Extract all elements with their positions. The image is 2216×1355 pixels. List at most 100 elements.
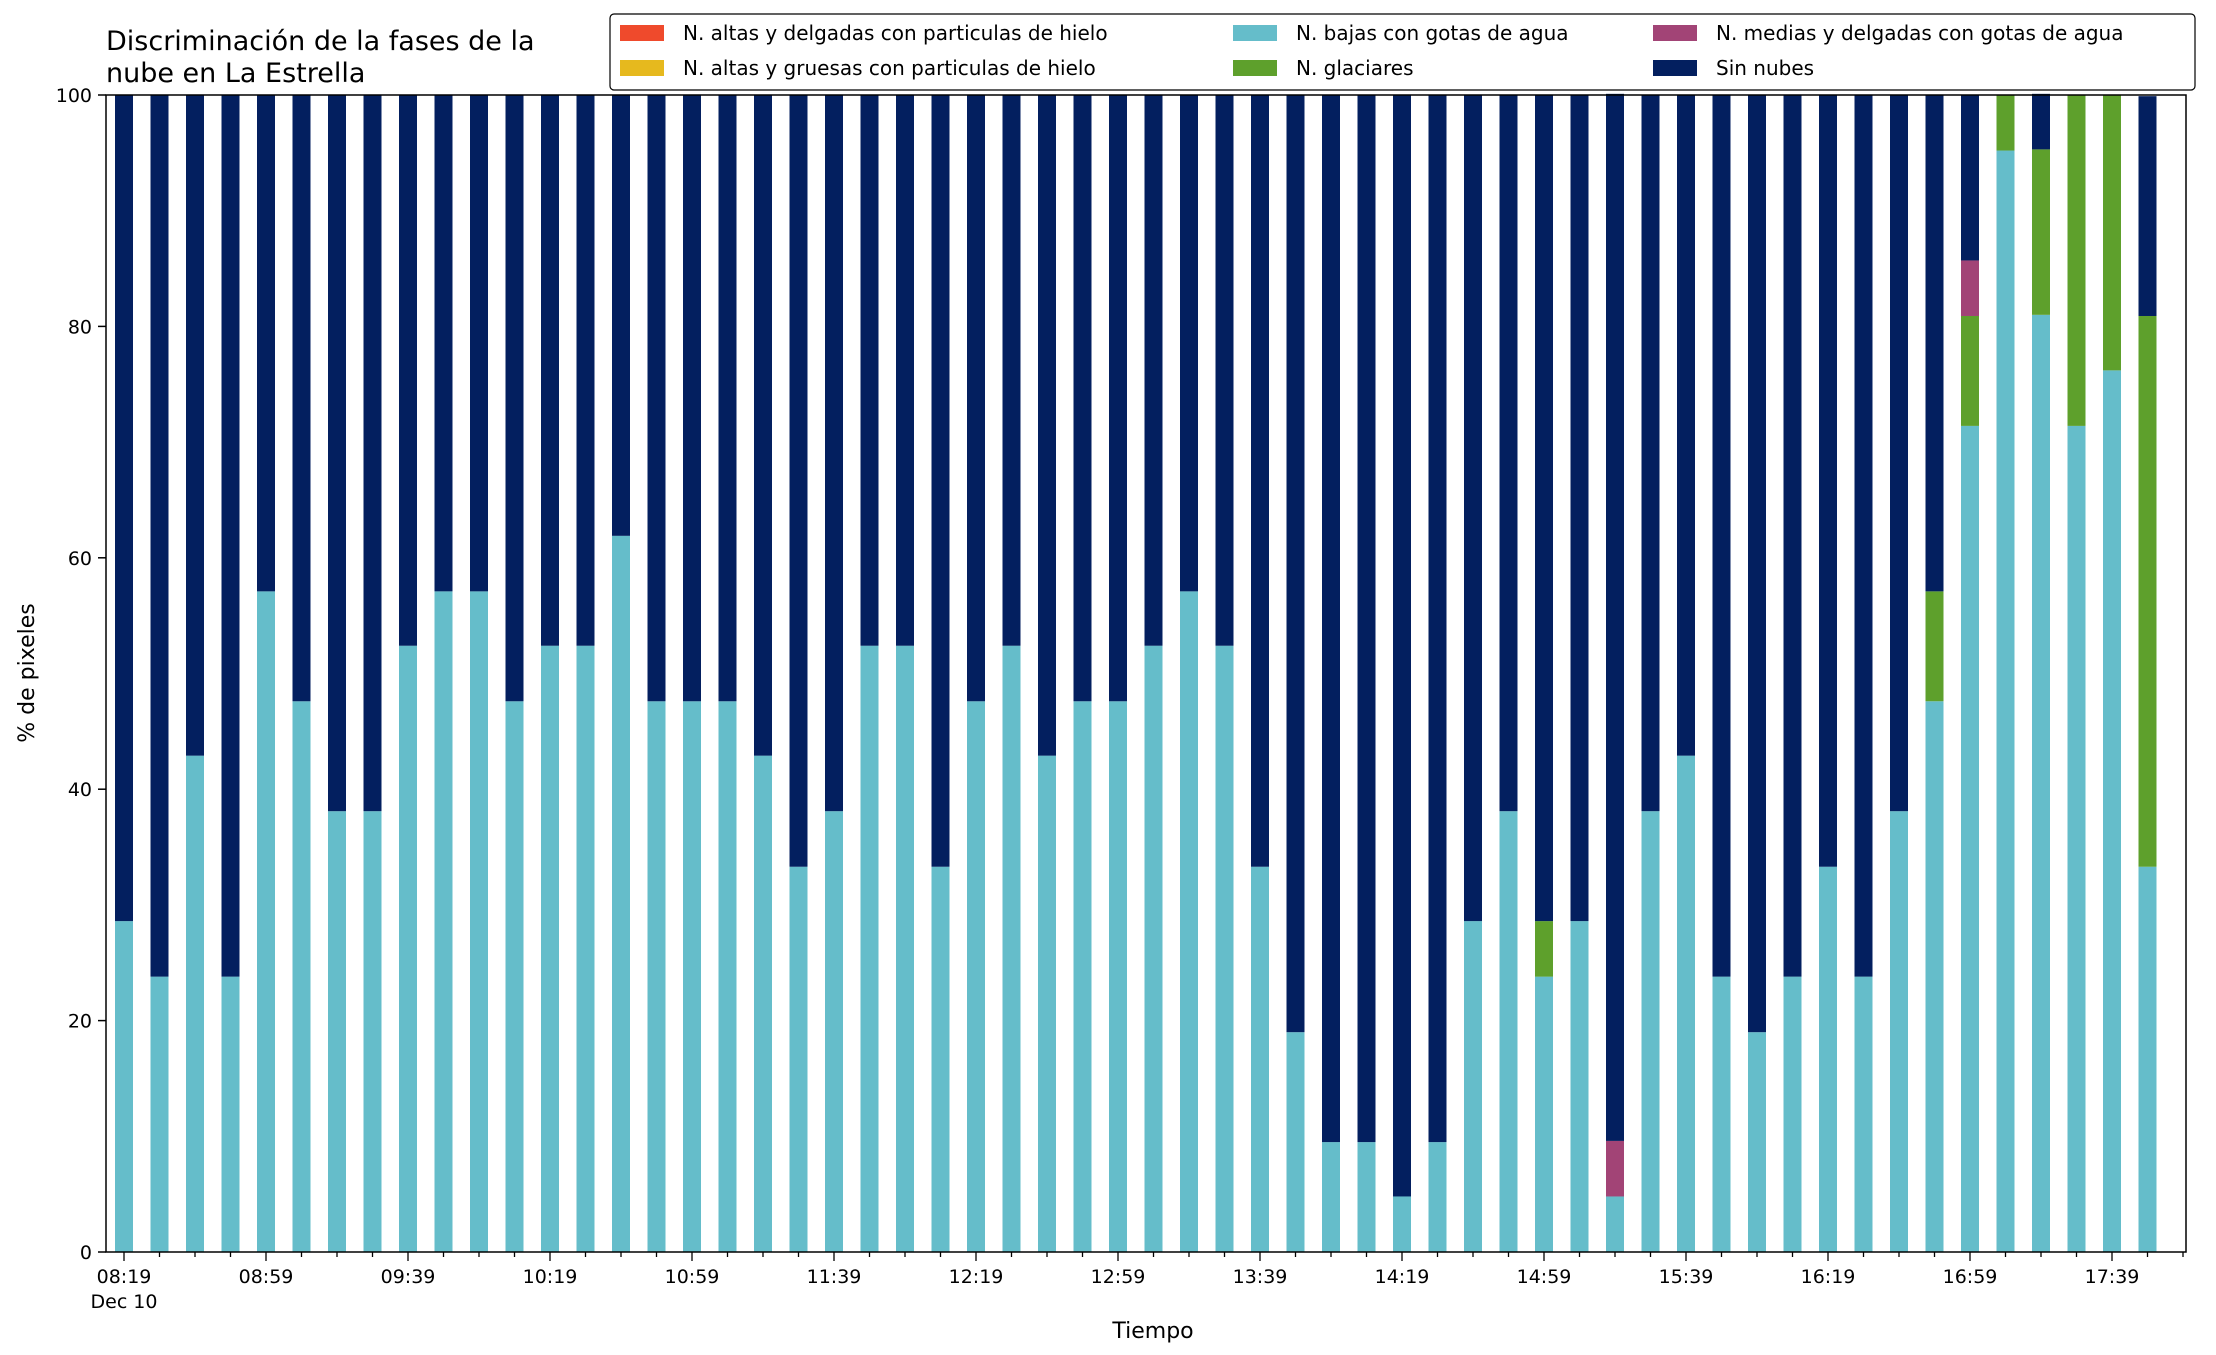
bar-segment-5-27 — [1073, 95, 1092, 702]
bar-segment-5-33 — [1286, 95, 1305, 1033]
bar-segment-5-13 — [576, 95, 595, 646]
bar-segment-5-11 — [505, 95, 524, 702]
bar-segment-2-8 — [399, 645, 417, 1252]
bar-segment-5-45 — [1712, 95, 1731, 977]
bar-segment-2-35 — [1357, 1142, 1376, 1252]
bar-segment-3-51 — [1925, 591, 1944, 702]
legend-label: N. altas y gruesas con particulas de hie… — [683, 56, 1096, 80]
bar-segment-3-52 — [1961, 315, 1979, 426]
bar-segment-2-19 — [789, 866, 808, 1252]
bar-segment-5-31 — [1215, 95, 1234, 646]
bars-layer — [115, 93, 2157, 1253]
bar-segment-2-24 — [967, 701, 985, 1252]
bar-segment-5-6 — [328, 95, 346, 812]
bar-segment-2-10 — [470, 591, 488, 1252]
bar-segment-2-9 — [434, 591, 453, 1252]
y-tick-label: 20 — [68, 1011, 92, 1033]
bar-segment-5-5 — [292, 95, 311, 702]
bar-segment-2-6 — [328, 811, 346, 1252]
legend-swatch — [620, 25, 664, 41]
bar-segment-3-40 — [1535, 921, 1553, 977]
bar-segment-5-30 — [1180, 95, 1198, 592]
legend-swatch — [1233, 25, 1277, 41]
bar-segment-2-41 — [1570, 921, 1589, 1252]
bar-segment-2-47 — [1783, 976, 1802, 1252]
x-tick-label: 08:59 — [239, 1266, 294, 1288]
bar-segment-2-3 — [221, 976, 240, 1252]
bar-segment-5-10 — [470, 95, 488, 592]
bar-segment-2-38 — [1464, 921, 1482, 1252]
bar-segment-5-15 — [647, 95, 666, 702]
bar-segment-2-55 — [2067, 425, 2086, 1252]
bar-segment-2-0 — [115, 921, 133, 1252]
bar-segment-5-57 — [2138, 96, 2157, 316]
bar-segment-3-54 — [2032, 149, 2050, 315]
bar-segment-2-37 — [1428, 1142, 1447, 1252]
x-axis: 08:19 08:59 09:39 10:19 10:59 11:39 12:19 12:59… — [91, 1252, 2184, 1313]
x-tick-label: 16:19 — [1801, 1266, 1856, 1288]
bar-segment-2-23 — [931, 866, 950, 1252]
x-tick-label: 14:19 — [1375, 1266, 1430, 1288]
bar-segment-2-14 — [612, 535, 630, 1252]
bar-segment-5-20 — [825, 95, 843, 812]
bar-segment-5-9 — [434, 95, 453, 592]
bar-segment-2-29 — [1144, 645, 1163, 1252]
bar-segment-2-2 — [186, 755, 204, 1252]
x-tick-label: 16:59 — [1943, 1266, 1998, 1288]
bar-segment-2-56 — [2103, 370, 2121, 1252]
bar-segment-5-41 — [1570, 95, 1589, 922]
bar-segment-5-19 — [789, 95, 808, 867]
x-tick-label: 12:59 — [1091, 1266, 1146, 1288]
bar-segment-2-44 — [1677, 755, 1695, 1252]
x-tick-label: 10:59 — [665, 1266, 720, 1288]
bar-segment-2-18 — [754, 755, 772, 1252]
bar-segment-2-21 — [860, 645, 879, 1252]
bar-segment-5-26 — [1038, 95, 1056, 756]
chart-title-line-2: nube en La Estrella — [106, 58, 365, 89]
bar-segment-2-50 — [1890, 811, 1908, 1252]
legend-label: N. altas y delgadas con particulas de hi… — [683, 21, 1108, 45]
legend-label: N. glaciares — [1296, 56, 1414, 80]
bar-segment-5-25 — [1002, 95, 1021, 646]
y-tick-label: 100 — [56, 85, 92, 107]
bar-segment-3-55 — [2067, 95, 2086, 426]
y-tick-label: 0 — [80, 1242, 92, 1264]
bar-segment-5-21 — [860, 95, 879, 646]
bar-segment-2-1 — [150, 976, 169, 1252]
bar-segment-5-8 — [399, 95, 417, 646]
bar-segment-2-39 — [1499, 811, 1518, 1252]
bar-segment-5-49 — [1854, 95, 1873, 977]
bar-segment-2-15 — [647, 701, 666, 1252]
bar-segment-3-53 — [1996, 95, 2015, 151]
legend-swatch — [620, 60, 664, 76]
bar-segment-5-0 — [115, 95, 133, 922]
bar-segment-2-7 — [363, 811, 382, 1252]
bar-segment-2-5 — [292, 701, 311, 1252]
bar-segment-2-45 — [1712, 976, 1731, 1252]
x-tick-label: 15:39 — [1659, 1266, 1714, 1288]
legend-swatch — [1653, 60, 1697, 76]
bar-segment-2-31 — [1215, 645, 1234, 1252]
bar-segment-3-57 — [2138, 315, 2157, 867]
bar-segment-5-42 — [1606, 93, 1624, 1141]
y-axis: 0 20 40 60 80 100 — [56, 85, 106, 1264]
x-tick-label: 13:39 — [1233, 1266, 1288, 1288]
bar-segment-5-32 — [1251, 95, 1269, 867]
bar-segment-5-16 — [683, 95, 701, 702]
bar-segment-5-43 — [1641, 95, 1660, 812]
bar-segment-2-49 — [1854, 976, 1873, 1252]
x-tick-label: 08:19 — [97, 1266, 152, 1288]
bar-segment-2-25 — [1002, 645, 1021, 1252]
bar-segment-5-46 — [1748, 95, 1766, 1033]
x-tick-label: 11:39 — [807, 1266, 862, 1288]
y-tick-label: 80 — [68, 316, 92, 338]
bar-segment-5-18 — [754, 95, 772, 756]
y-axis-label: % de pixeles — [15, 603, 40, 742]
x-tick-label: 14:59 — [1517, 1266, 1572, 1288]
bar-segment-2-57 — [2138, 866, 2157, 1252]
bar-segment-5-37 — [1428, 95, 1447, 1143]
bar-segment-5-28 — [1109, 95, 1127, 702]
bar-segment-5-12 — [541, 95, 559, 646]
bar-segment-2-32 — [1251, 866, 1269, 1252]
